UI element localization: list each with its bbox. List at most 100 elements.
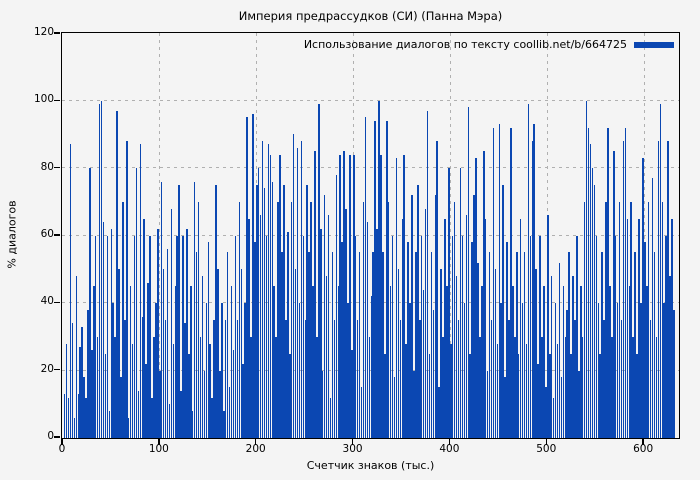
impulse-bar bbox=[510, 127, 512, 438]
x-tick-label: 100 bbox=[148, 443, 169, 455]
impulse-bar bbox=[364, 117, 367, 438]
impulse-bar bbox=[343, 151, 345, 438]
impulse-bar bbox=[415, 252, 417, 438]
impulse-bar bbox=[599, 353, 601, 438]
impulse-bar bbox=[191, 411, 194, 438]
impulse-bar bbox=[419, 319, 421, 438]
impulse-bar bbox=[516, 252, 518, 438]
impulse-bar bbox=[67, 397, 70, 438]
impulse-bar bbox=[112, 303, 114, 438]
impulse-bar bbox=[321, 370, 324, 438]
impulse-bar bbox=[215, 184, 217, 438]
impulse-bar bbox=[401, 218, 404, 438]
impulse-bar bbox=[304, 319, 307, 438]
impulse-bar bbox=[451, 235, 454, 438]
impulse-bar bbox=[545, 387, 547, 438]
impulse-bar bbox=[595, 235, 598, 438]
impulse-bar bbox=[494, 269, 497, 438]
impulse-bar bbox=[63, 394, 66, 438]
impulse-bar bbox=[160, 181, 163, 438]
impulse-bar bbox=[172, 343, 175, 438]
impulse-bar bbox=[226, 252, 229, 438]
impulse-bar bbox=[353, 154, 355, 438]
impulse-bar bbox=[589, 144, 592, 438]
impulse-bar bbox=[566, 309, 568, 438]
impulse-bar bbox=[407, 242, 409, 438]
impulse-bar bbox=[106, 235, 109, 438]
x-tick-label: 500 bbox=[536, 443, 557, 455]
impulse-bar bbox=[486, 370, 489, 438]
impulse-bar bbox=[289, 353, 291, 438]
impulse-bar bbox=[211, 397, 213, 438]
impulse-bar bbox=[133, 235, 136, 438]
impulse-bar bbox=[244, 303, 246, 438]
impulse-bar bbox=[254, 242, 256, 438]
impulse-bar bbox=[135, 168, 138, 438]
impulse-bar bbox=[444, 218, 446, 438]
impulse-bar bbox=[535, 269, 537, 438]
impulse-bar bbox=[366, 222, 369, 438]
impulse-bar bbox=[597, 303, 599, 438]
impulse-bar bbox=[362, 201, 365, 438]
impulse-bar bbox=[581, 336, 584, 438]
vertical-gridline bbox=[450, 33, 452, 438]
impulse-bar bbox=[341, 242, 343, 438]
impulse-bar bbox=[502, 184, 504, 438]
impulse-bar bbox=[122, 201, 124, 438]
impulse-bar bbox=[568, 252, 570, 438]
impulse-bar bbox=[558, 262, 561, 438]
impulse-bar bbox=[221, 303, 223, 438]
impulse-bar bbox=[665, 235, 667, 438]
impulse-bar bbox=[155, 303, 157, 438]
impulse-bar bbox=[457, 319, 460, 438]
impulse-bar bbox=[669, 276, 671, 438]
impulse-bar bbox=[180, 390, 182, 438]
impulse-bar bbox=[339, 154, 341, 438]
impulse-bar bbox=[124, 319, 126, 438]
impulse-bar bbox=[556, 343, 559, 438]
impulse-bar bbox=[170, 208, 173, 438]
impulse-bar bbox=[483, 151, 485, 438]
impulse-bar bbox=[213, 319, 215, 438]
y-tick-label: 20 bbox=[40, 362, 54, 375]
impulse-bar bbox=[195, 252, 198, 438]
impulse-bar bbox=[475, 157, 477, 438]
impulse-bar bbox=[257, 168, 260, 438]
impulse-bar bbox=[139, 144, 142, 438]
impulse-bar bbox=[102, 222, 105, 438]
impulse-bar bbox=[337, 286, 340, 438]
impulse-bar bbox=[358, 252, 361, 438]
impulse-bar bbox=[168, 404, 171, 438]
impulse-bar bbox=[417, 184, 419, 438]
impulse-bar bbox=[525, 343, 528, 438]
impulse-bar bbox=[331, 252, 334, 438]
impulse-bar bbox=[430, 252, 433, 438]
impulse-bar bbox=[240, 269, 242, 438]
impulse-bar bbox=[93, 286, 95, 438]
impulse-bar bbox=[537, 363, 539, 438]
impulse-bar bbox=[463, 303, 466, 438]
impulse-bar bbox=[71, 323, 74, 438]
impulse-bar bbox=[448, 168, 450, 438]
impulse-bar bbox=[539, 235, 541, 438]
impulse-bar bbox=[372, 252, 374, 438]
impulse-bar bbox=[174, 286, 177, 438]
impulse-bar bbox=[370, 296, 372, 438]
impulse-bar bbox=[89, 168, 91, 438]
impulse-bar bbox=[141, 316, 144, 438]
impulse-bar bbox=[626, 218, 629, 438]
impulse-bar bbox=[552, 397, 555, 438]
impulse-bar bbox=[300, 141, 303, 438]
x-tick-mark bbox=[254, 439, 257, 445]
impulse-bar bbox=[583, 201, 586, 438]
y-tick-mark bbox=[54, 234, 60, 236]
impulse-bar bbox=[409, 303, 411, 438]
impulse-bar bbox=[153, 336, 155, 438]
impulse-bar bbox=[640, 303, 642, 438]
impulse-bar bbox=[306, 184, 308, 438]
impulse-bar bbox=[246, 117, 248, 438]
impulse-bar bbox=[271, 181, 274, 438]
impulse-bar bbox=[391, 235, 394, 438]
impulse-bar bbox=[127, 417, 130, 438]
